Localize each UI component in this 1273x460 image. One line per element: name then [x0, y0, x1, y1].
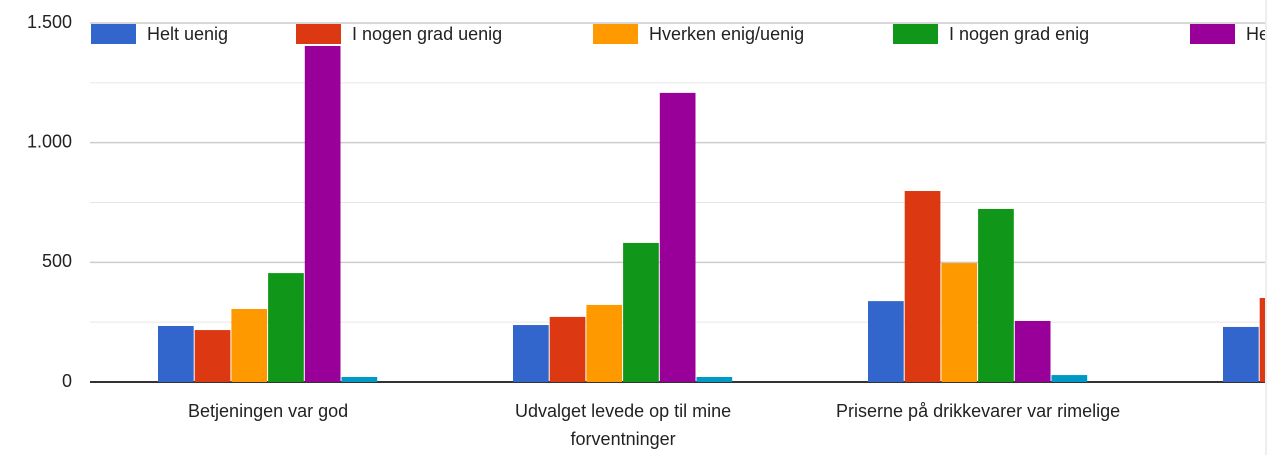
bar [513, 325, 549, 382]
bar [659, 92, 696, 383]
bar [941, 263, 978, 382]
plot-area: 0 500 1.000 1.500 Betjeningen var god Udvalge… [27, 12, 1273, 449]
y-tick-label: 1.000 [27, 131, 72, 151]
x-tick-label: Udvalget levede op til mine forventninger [515, 401, 731, 449]
bar [868, 301, 904, 382]
legend-label: I nogen grad enig [949, 24, 1089, 44]
bar [549, 316, 586, 382]
bar [1014, 320, 1051, 382]
bar [194, 330, 231, 382]
legend-swatch [893, 24, 938, 44]
bar [231, 309, 268, 382]
bar [623, 242, 659, 382]
bar [586, 304, 623, 382]
legend-swatch [593, 24, 638, 44]
bar [341, 376, 378, 382]
bar [904, 191, 941, 382]
x-tick-label: Priserne på drikkevarer var rimelige [836, 401, 1120, 421]
legend-swatch [91, 24, 136, 44]
x-tick-label: Betjeningen var god [188, 401, 348, 421]
y-tick-label: 1.500 [27, 12, 72, 32]
y-tick-label: 500 [42, 251, 72, 271]
legend-label: I nogen grad uenig [352, 24, 502, 44]
legend-swatch [1190, 24, 1235, 44]
bar [1259, 297, 1265, 382]
bar [1223, 326, 1259, 382]
legend-swatch [296, 24, 341, 44]
bar [268, 273, 304, 382]
legend-label: Hverken enig/uenig [649, 24, 804, 44]
bar [304, 45, 341, 382]
legend-label: Helt enig [1246, 24, 1273, 44]
bar [696, 376, 733, 382]
bar [1051, 375, 1088, 382]
legend-label: Helt uenig [147, 24, 228, 44]
bar [158, 325, 194, 382]
y-tick-label: 0 [62, 371, 72, 391]
bar [978, 208, 1014, 382]
